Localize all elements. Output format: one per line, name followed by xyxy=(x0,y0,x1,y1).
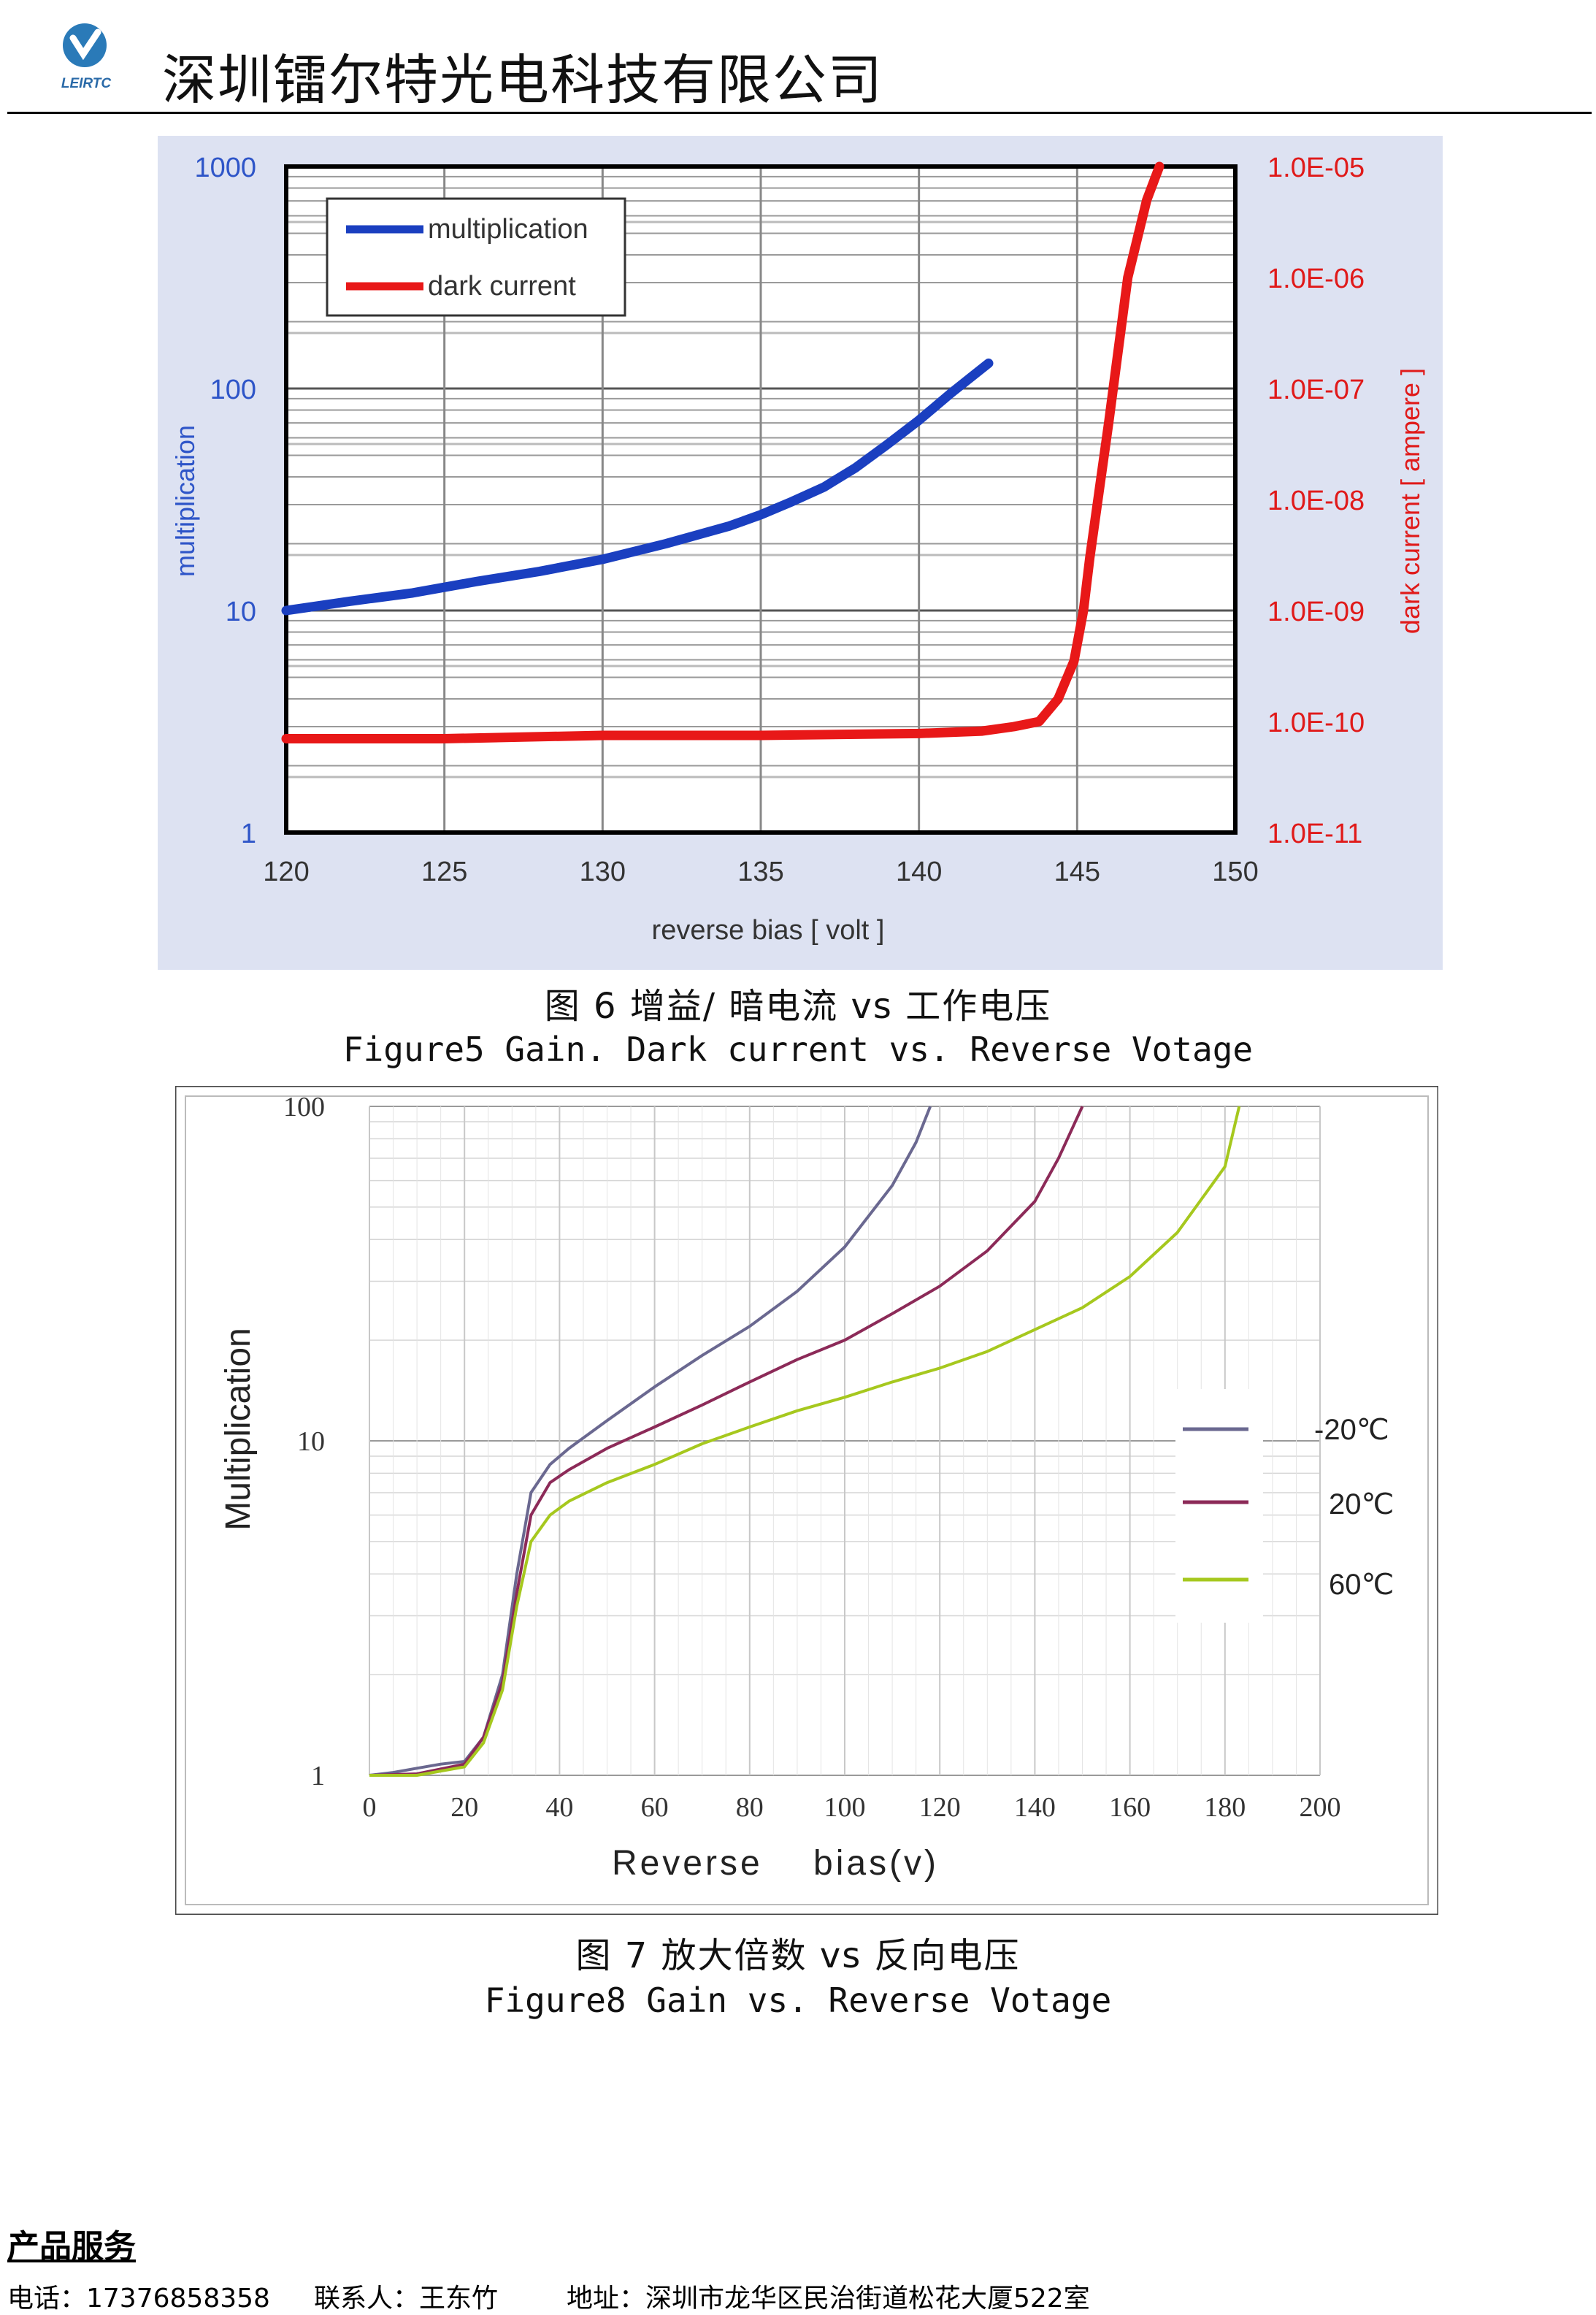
dark-current-series-line xyxy=(281,161,1165,743)
x-tick-label: 60 xyxy=(641,1792,669,1823)
y2-tick-label: 1.0E-09 xyxy=(1267,597,1365,627)
x-tick-label: 140 xyxy=(896,857,942,887)
chart2-x-tick-labels: 0 20 40 60 80 100 120 140 160 180 200 xyxy=(363,1792,1341,1823)
y2-tick-label: 1.0E-05 xyxy=(1267,153,1365,183)
x-tick-label: 180 xyxy=(1204,1792,1246,1823)
y2-tick-label: 1.0E-06 xyxy=(1267,264,1365,294)
x-tick-label: 0 xyxy=(363,1792,377,1823)
chart1-x-tick-labels: 120 125 130 135 140 145 150 xyxy=(263,857,1258,887)
figure2-caption-en: Figure8 Gain vs. Reverse Votage xyxy=(484,1981,1112,2020)
figure1-caption-cn: 图 6 增益/ 暗电流 vs 工作电压 xyxy=(544,986,1052,1027)
footer-phone: 电话：17376858358 xyxy=(7,2284,270,2314)
chart1-frame xyxy=(284,164,1238,835)
x-tick-label: 40 xyxy=(545,1792,573,1823)
footer-address: 地址：深圳市龙华区民治街道松花大厦522室 xyxy=(567,2284,1090,2314)
y-tick-label: 10 xyxy=(226,597,256,627)
x-tick-label: 145 xyxy=(1054,857,1100,887)
figure1-caption-en: Figure5 Gain. Dark current vs. Reverse V… xyxy=(342,1030,1254,1069)
y-tick-label: 1 xyxy=(241,819,256,849)
y2-tick-label: 1.0E-10 xyxy=(1267,708,1365,738)
x-tick-label: 135 xyxy=(737,857,783,887)
company-name: 深圳镭尔特光电科技有限公司 xyxy=(162,49,883,112)
chart1-legend: multiplication dark current xyxy=(326,197,626,317)
gain-vs-bias-chart: 0 20 40 60 80 100 120 140 160 180 200 1 10 100 -20℃ … xyxy=(175,1086,1438,1915)
x-tick-label: 100 xyxy=(824,1792,866,1823)
x-tick-label: 140 xyxy=(1014,1792,1056,1823)
y-tick-label: 100 xyxy=(283,1092,325,1122)
chart1-y-axis-label: multiplication xyxy=(170,425,200,577)
chart1-y2-tick-labels: 1.0E-11 1.0E-10 1.0E-09 1.0E-08 1.0E-07 1.0E-… xyxy=(1267,153,1365,849)
company-logo-icon: LEIRTC xyxy=(61,23,112,91)
y-tick-label: 1 xyxy=(311,1761,325,1791)
x-tick-label: 130 xyxy=(580,857,626,887)
y-tick-label: 1000 xyxy=(194,153,256,183)
legend-background xyxy=(1175,1389,1263,1623)
x-tick-label: 20 xyxy=(450,1792,478,1823)
legend-multiplication-label: multiplication xyxy=(428,214,588,245)
legend-60C-label: 60℃ xyxy=(1329,1569,1394,1601)
chart1-grid xyxy=(286,165,1235,834)
chart1-y2-axis-label: dark current [ ampere ] xyxy=(1395,368,1425,634)
chart2-y-tick-labels: 1 10 100 xyxy=(283,1092,325,1791)
legend-box xyxy=(326,197,626,317)
x-tick-label: 80 xyxy=(736,1792,764,1823)
footer-title: 产品服务 xyxy=(7,2228,136,2265)
gain-dark-current-chart: 120 125 130 135 140 145 150 1 10 100 1000 1.0E-11… xyxy=(158,136,1443,970)
chart1-x-axis-label: reverse bias [ volt ] xyxy=(652,915,885,946)
x-tick-label: 125 xyxy=(421,857,467,887)
y2-tick-label: 1.0E-07 xyxy=(1267,375,1365,405)
legend-dark-current-label: dark current xyxy=(428,271,576,302)
chart2-legend: -20℃ 20℃ 60℃ xyxy=(1175,1389,1394,1623)
legend-20C-label: 20℃ xyxy=(1329,1488,1394,1520)
x-tick-label: 120 xyxy=(263,857,309,887)
chart1-y-tick-labels: 1 10 100 1000 xyxy=(194,153,256,849)
legend-minus20C-label: -20℃ xyxy=(1314,1414,1389,1446)
chart2-x-axis-label: Reverse bias(v) xyxy=(612,1844,939,1883)
y2-tick-label: 1.0E-08 xyxy=(1267,486,1365,516)
series-minus20C-line xyxy=(369,1106,932,1777)
logo-text: LEIRTC xyxy=(61,76,112,91)
x-tick-label: 120 xyxy=(919,1792,961,1823)
page-header: LEIRTC 深圳镭尔特光电科技有限公司 xyxy=(0,0,1596,117)
chart2-grid xyxy=(369,1106,1321,1776)
footer-contact: 联系人：王东竹 xyxy=(314,2284,499,2314)
header-divider xyxy=(7,112,1592,114)
multiplication-series-line xyxy=(281,358,994,616)
series-20C-line xyxy=(369,1106,1084,1777)
y-tick-label: 10 xyxy=(297,1426,325,1457)
x-tick-label: 150 xyxy=(1212,857,1258,887)
x-tick-label: 160 xyxy=(1109,1792,1151,1823)
chart2-y-axis-label: Multiplication xyxy=(219,1328,258,1530)
y-tick-label: 100 xyxy=(210,375,256,405)
x-tick-label: 200 xyxy=(1300,1792,1341,1823)
series-60C-line xyxy=(369,1106,1241,1777)
y2-tick-label: 1.0E-11 xyxy=(1267,819,1362,849)
figure2-caption-cn: 图 7 放大倍数 vs 反向电压 xyxy=(575,1935,1021,1976)
